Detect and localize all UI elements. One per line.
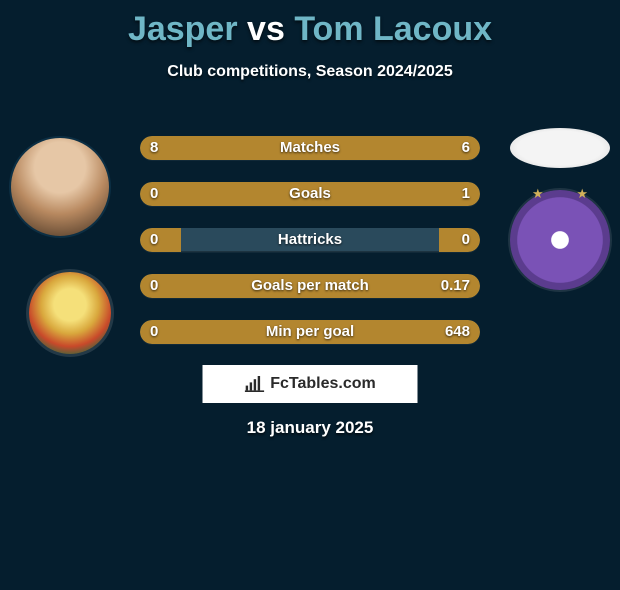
player2-avatar: [510, 128, 610, 168]
stat-fill-right: [439, 228, 480, 252]
stat-value-left: 0: [150, 228, 158, 252]
stat-fill-left: [140, 274, 181, 298]
player2-club-crest: [510, 190, 610, 290]
subtitle: Club competitions, Season 2024/2025: [0, 63, 620, 81]
stats-container: 8 Matches 6 0 Goals 1 0 Hattricks 0 0 Go…: [140, 136, 480, 366]
stat-value-right: 0.17: [441, 274, 470, 298]
stat-label: Goals: [289, 182, 331, 206]
comparison-title: Jasper vs Tom Lacoux: [0, 10, 620, 49]
stat-value-right: 6: [462, 136, 470, 160]
player1-club-crest: [29, 272, 111, 354]
stat-row: 0 Hattricks 0: [140, 228, 480, 252]
stat-value-left: 0: [150, 274, 158, 298]
stat-value-right: 0: [462, 228, 470, 252]
watermark: FcTables.com: [203, 365, 418, 403]
date-label: 18 january 2025: [247, 418, 374, 438]
stat-fill-left: [140, 182, 181, 206]
stat-value-right: 1: [462, 182, 470, 206]
stat-row: 0 Goals 1: [140, 182, 480, 206]
stat-value-right: 648: [445, 320, 470, 344]
stat-label: Matches: [280, 136, 340, 160]
stat-value-left: 8: [150, 136, 158, 160]
stat-fill-left: [140, 320, 181, 344]
stat-label: Goals per match: [251, 274, 369, 298]
chart-icon: [244, 376, 264, 392]
player2-name: Tom Lacoux: [294, 10, 492, 48]
vs-separator: vs: [247, 10, 285, 48]
stat-row: 8 Matches 6: [140, 136, 480, 160]
watermark-text: FcTables.com: [270, 375, 376, 393]
stat-value-left: 0: [150, 182, 158, 206]
stat-value-left: 0: [150, 320, 158, 344]
stat-row: 0 Min per goal 648: [140, 320, 480, 344]
stat-row: 0 Goals per match 0.17: [140, 274, 480, 298]
stat-fill-left: [140, 228, 181, 252]
player1-name: Jasper: [128, 10, 238, 48]
stat-label: Min per goal: [266, 320, 354, 344]
stat-label: Hattricks: [278, 228, 342, 252]
player1-avatar: [9, 136, 111, 238]
stat-fill-right: [334, 136, 480, 160]
